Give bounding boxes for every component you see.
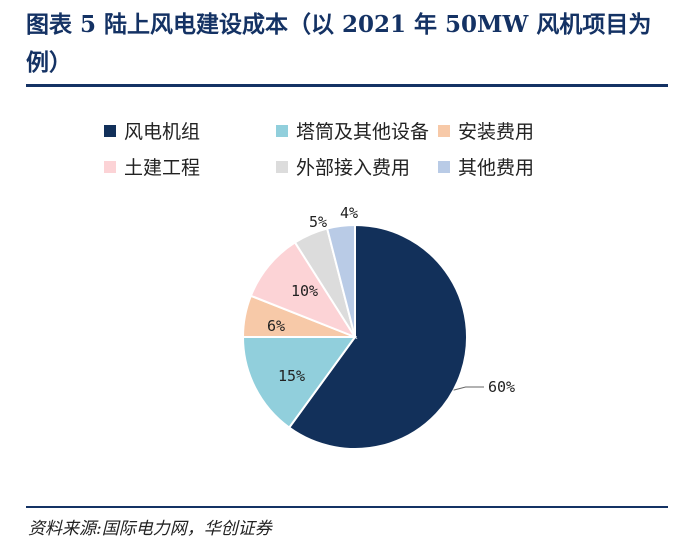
legend-item: 安装费用 [438,117,534,144]
legend-item: 塔筒及其他设备 [276,117,429,144]
source-note: 资料来源:国际电力网，华创证券 [28,519,272,539]
legend-swatch [438,124,450,137]
title-divider [26,84,668,87]
legend-label: 安装费用 [458,121,535,143]
legend-swatch [438,160,450,173]
legend-label: 塔筒及其他设备 [296,121,430,143]
data-label: 5% [309,213,327,231]
figure-title: 图表 5 陆上风电建设成本（以 2021 年 50MW 风机项目为例） [26,11,652,76]
legend-label: 风电机组 [124,121,201,143]
leader-line [453,386,484,391]
legend-item: 其他费用 [438,153,534,180]
data-label: 15% [278,367,305,385]
data-label: 4% [340,204,358,222]
legend-swatch [104,124,116,137]
pie-slice [287,223,469,450]
legend-swatch [276,124,288,137]
legend-item: 外部接入费用 [276,153,410,180]
pie-slice [241,336,357,430]
legend-item: 风电机组 [104,117,200,144]
legend-label: 其他费用 [458,157,535,179]
data-label: 60% [488,378,515,396]
legend-swatch [276,160,288,173]
legend-label: 土建工程 [124,157,201,179]
data-label: 6% [267,317,285,335]
legend-swatch [104,160,116,173]
footer-divider [26,506,668,508]
data-label: 10% [291,282,318,300]
legend-label: 外部接入费用 [296,157,411,179]
pie-slice [325,223,356,338]
legend-item: 土建工程 [104,153,200,180]
